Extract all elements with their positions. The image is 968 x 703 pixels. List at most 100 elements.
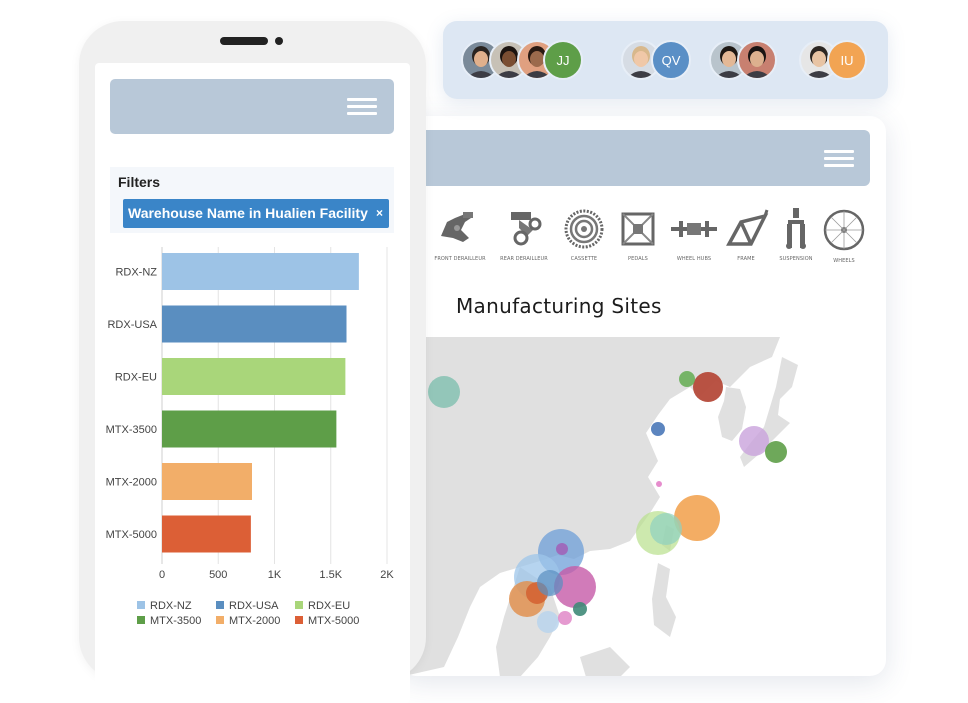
remove-filter-icon[interactable]: × [375,206,383,220]
avatar-qv[interactable]: QV [651,40,691,80]
filters-title: Filters [118,174,161,190]
legend-label: RDX-NZ [150,600,192,612]
category-label: RDX-EU [115,372,157,384]
part-rear-derailleur[interactable]: REAR DERAILLEUR [494,208,554,262]
legend-label: MTX-5000 [308,615,359,627]
site-bubbles [428,371,787,633]
user-photo-icon [743,46,771,78]
category-label: RDX-USA [107,319,157,331]
legend-swatch [137,616,145,624]
manufacturing-sites-title: Manufacturing Sites [456,294,662,318]
user-photo-icon [495,46,523,78]
site-bubble[interactable] [693,372,723,402]
bar[interactable] [162,253,359,290]
bar[interactable] [162,305,347,343]
bar[interactable] [162,515,251,553]
site-bubble[interactable] [650,513,682,545]
suspension-icon [786,208,806,249]
site-bubble[interactable] [651,422,665,436]
bar-chart: RDX-NZ RDX-USA RDX-EU MTX-3500 MTX-2000 MTX-5… [106,247,394,627]
map-land-mainland [400,337,780,676]
site-bubble[interactable] [558,611,572,625]
site-bubble[interactable] [554,566,596,608]
legend-label: RDX-EU [308,600,350,612]
part-pedals[interactable]: PEDALS [608,208,668,262]
part-label: FRONT DERAILLEUR [434,256,486,262]
frame-icon [726,209,769,246]
part-front-derailleur[interactable]: FRONT DERAILLEUR [430,208,490,262]
filters-panel: Filters Warehouse Name in Hualien Facili… [110,167,394,233]
site-bubble[interactable] [573,602,587,616]
bar[interactable] [162,410,337,448]
part-label: PEDALS [628,256,648,262]
legend-swatch [295,616,303,624]
wheel-hubs-icon [671,221,717,237]
bar[interactable] [162,358,346,395]
x-tick-label: 2K [380,569,394,581]
part-label: WHEELS [833,258,855,264]
site-bubble[interactable] [656,481,662,487]
x-tick-label: 0 [159,569,165,581]
category-label: MTX-3500 [106,424,157,436]
legend-label: MTX-3500 [150,615,201,627]
category-label: RDX-NZ [115,267,157,279]
user-photo-icon [467,46,495,78]
map-land-korea [718,387,746,441]
phone-menu-icon[interactable] [347,98,377,116]
bar[interactable] [162,463,252,500]
site-bubble[interactable] [537,611,559,633]
phone-camera [275,37,283,45]
cassette-icon [564,209,604,249]
part-label: REAR DERAILLEUR [500,256,548,262]
user-photo-icon [805,46,833,78]
manufacturing-sites-map[interactable] [400,337,886,676]
legend-label: RDX-USA [229,600,279,612]
phone-notch [167,21,338,63]
x-tick-label: 500 [209,569,227,581]
category-label: MTX-5000 [106,529,157,541]
front-derailleur-icon [441,212,473,242]
phone-header-bar [110,79,394,134]
part-label: WHEEL HUBS [676,256,712,262]
user-photo-icon [715,46,743,78]
part-label: SUSPENSION [779,256,813,262]
site-bubble[interactable] [765,441,787,463]
legend-swatch [137,601,145,609]
rear-derailleur-icon [511,212,542,246]
part-wheels[interactable]: WHEELS [814,208,874,264]
site-bubble[interactable] [556,543,568,555]
site-bubble[interactable] [739,426,769,456]
wheels-icon [823,209,865,251]
part-label: CASSETTE [570,256,598,262]
desktop-menu-icon[interactable] [824,150,854,168]
legend-swatch [295,601,303,609]
legend-label: MTX-2000 [229,615,280,627]
phone-device: Filters Warehouse Name in Hualien Facili… [79,21,426,703]
desktop-panel: FRONT DERAILLEUR REAR DERAILLEUR CASSETT… [400,116,886,676]
site-bubble[interactable] [537,570,563,596]
pedals-icon [621,212,655,246]
part-wheel-hubs[interactable]: WHEEL HUBS [664,208,724,262]
avatar-iu[interactable]: IU [827,40,867,80]
site-bubble[interactable] [679,371,695,387]
phone-screen: Filters Warehouse Name in Hualien Facili… [95,63,410,703]
user-photo-icon [523,46,551,78]
legend-swatch [216,601,224,609]
part-label: FRAME [737,256,755,262]
filter-chip[interactable]: Warehouse Name in Hualien Facility × [123,199,389,228]
x-tick-label: 1.5K [319,569,342,581]
part-frame[interactable]: FRAME [716,208,776,262]
site-bubble[interactable] [674,495,720,541]
parts-bar: FRONT DERAILLEUR REAR DERAILLEUR CASSETT… [430,208,880,268]
site-bubble[interactable] [428,376,460,408]
part-suspension[interactable]: SUSPENSION [766,208,826,262]
collaborators-bar: JJ QV IU [443,21,888,99]
avatar-8[interactable] [737,40,777,80]
map-land-philippines [652,563,676,637]
avatar-jj[interactable]: JJ [543,40,583,80]
phone-speaker [220,37,268,45]
part-cassette[interactable]: CASSETTE [554,208,614,262]
desktop-header-bar [400,130,870,186]
map-land-borneo [580,647,630,676]
x-tick-label: 1K [268,569,282,581]
